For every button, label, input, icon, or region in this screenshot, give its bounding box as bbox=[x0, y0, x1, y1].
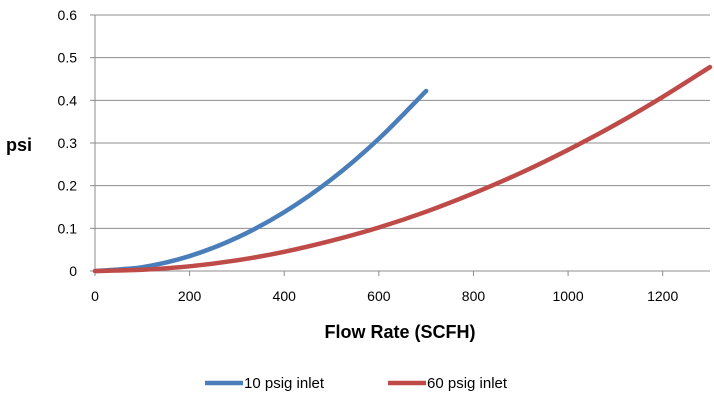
x-axis-title: Flow Rate (SCFH) bbox=[325, 322, 476, 342]
x-tick-label: 0 bbox=[91, 288, 99, 304]
x-tick-label: 1200 bbox=[647, 288, 678, 304]
x-tick-label: 1000 bbox=[552, 288, 583, 304]
y-tick-label: 0 bbox=[69, 263, 77, 279]
series-line-2 bbox=[92, 64, 713, 274]
series-line-1 bbox=[92, 88, 429, 274]
y-tick-label: 0.1 bbox=[58, 220, 78, 236]
tick-labels: 0 0.1 0.2 0.3 0.4 0.5 0.6 0 200 400 600 800 1000 1200 bbox=[58, 7, 679, 304]
y-tick-label: 0.6 bbox=[58, 7, 78, 23]
x-tick-label: 800 bbox=[462, 288, 486, 304]
x-tick-label: 600 bbox=[367, 288, 391, 304]
series-lines bbox=[92, 64, 713, 274]
x-tick-label: 400 bbox=[273, 288, 297, 304]
y-tick-label: 0.2 bbox=[58, 178, 78, 194]
y-tick-label: 0.4 bbox=[58, 92, 78, 108]
y-tick-label: 0.5 bbox=[58, 50, 78, 66]
y-axis-title: psi bbox=[6, 135, 32, 155]
legend: 10 psig inlet 60 psig inlet bbox=[205, 375, 508, 392]
legend-label-2: 60 psig inlet bbox=[427, 375, 508, 392]
axes bbox=[90, 14, 710, 276]
x-tick-label: 200 bbox=[178, 288, 202, 304]
gridlines bbox=[95, 14, 710, 229]
legend-label-1: 10 psig inlet bbox=[244, 375, 325, 392]
y-tick-label: 0.3 bbox=[58, 135, 78, 151]
